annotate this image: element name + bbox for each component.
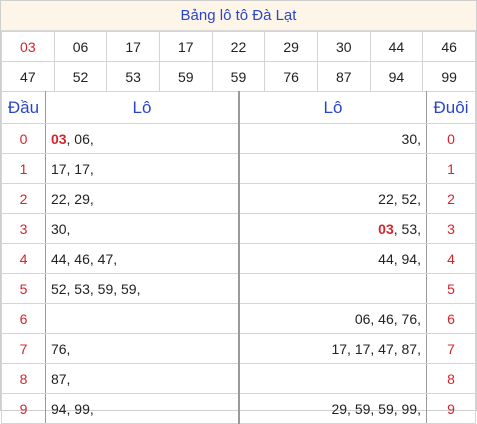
lo-text: 22, 52, [378,190,421,207]
lo-text: 30, [50,220,71,237]
grid-header-row: Đầu Lô Lô Đuôi [1,91,476,124]
lo-text: 52, 53, 59, 59, [50,280,141,297]
number-cell: 22 [211,31,266,62]
header-dau: Đầu [1,91,46,124]
dau-cell: 5 [1,273,46,304]
number-cell: 30 [316,31,371,62]
dau-cell: 4 [1,243,46,274]
lo-text: 44, 46, 47, [50,250,118,267]
numbers-row-2: 47 52 53 59 59 76 87 94 99 [1,61,476,92]
loto-grid-table: Đầu Lô Lô Đuôi 0 03, 06, 30, 0 1 17, 17, 1 2 22,… [1,91,476,424]
table-row: 7 76, 17, 17, 47, 87, 7 [1,333,476,364]
highlight-number: 03 [50,130,67,147]
number-cell: 29 [264,31,318,62]
number-cell: 17 [158,31,213,62]
table-row: 1 17, 17, 1 [1,153,476,184]
table-row: 8 87, 8 [1,363,476,394]
dau-cell: 6 [1,303,46,334]
lo-right-cell: 17, 17, 47, 87, [238,333,427,364]
lo-text: 44, 94, [378,250,421,267]
table-row: 6 06, 46, 76, 6 [1,303,476,334]
table-row: 9 94, 99, 29, 59, 59, 99, 9 [1,393,476,424]
table-row: 0 03, 06, 30, 0 [1,123,476,154]
lo-left-cell: 52, 53, 59, 59, [44,273,240,304]
lo-text: 29, 59, 59, 99, [331,400,421,417]
number-cell: 59 [211,61,266,92]
highlight-number: 03 [378,220,394,237]
number-cell: 87 [316,61,371,92]
lo-text: 30, [401,130,421,147]
lo-left-cell: 94, 99, [44,393,240,424]
dau-cell: 2 [1,183,46,214]
header-lo-right: Lô [238,91,427,124]
lo-text: 17, 17, [50,160,94,177]
number-cell: 94 [369,61,424,92]
number-cell: 06 [53,31,108,62]
numbers-row-1: 03 06 17 17 22 29 30 44 46 [1,31,476,62]
lo-left-cell: 44, 46, 47, [44,243,240,274]
header-duoi: Đuôi [426,91,476,124]
number-cell: 76 [264,61,318,92]
number-cell: 44 [369,31,424,62]
lo-left-cell: 03, 06, [44,123,240,154]
lo-right-cell: 29, 59, 59, 99, [238,393,427,424]
duoi-cell: 4 [426,243,476,274]
lo-left-cell: 87, [44,363,240,394]
duoi-cell: 1 [426,153,476,184]
board-title: Bảng lô tô Đà Lạt [1,1,476,31]
duoi-cell: 2 [426,183,476,214]
duoi-cell: 0 [426,123,476,154]
lo-right-cell: 22, 52, [238,183,427,214]
lo-text: , 53, [393,220,421,237]
dau-cell: 9 [1,393,46,424]
lo-left-cell: 76, [44,333,240,364]
lo-right-cell: 03, 53, [238,213,427,244]
lo-right-cell [238,153,427,184]
table-row: 2 22, 29, 22, 52, 2 [1,183,476,214]
grid-body: 0 03, 06, 30, 0 1 17, 17, 1 2 22, 29, 22, 52, 2 3 30… [1,123,476,424]
number-cell: 52 [53,61,108,92]
lo-right-cell [238,273,427,304]
lo-text: 76, [50,340,71,357]
dau-cell: 7 [1,333,46,364]
dau-cell: 8 [1,363,46,394]
duoi-cell: 8 [426,363,476,394]
lo-text: 22, 29, [50,190,94,207]
header-lo-left: Lô [44,91,240,124]
dau-cell: 3 [1,213,46,244]
lo-right-cell: 06, 46, 76, [238,303,427,334]
number-cell: 03 [1,31,55,62]
lo-right-cell: 44, 94, [238,243,427,274]
lo-text: , 06, [66,130,94,147]
results-numbers-table: 03 06 17 17 22 29 30 44 46 47 52 53 59 59 76 87 94 99 [1,31,476,92]
duoi-cell: 7 [426,333,476,364]
dau-cell: 1 [1,153,46,184]
lo-left-cell: 22, 29, [44,183,240,214]
number-cell: 99 [422,61,476,92]
lo-right-cell: 30, [238,123,427,154]
lo-text: 94, 99, [50,400,94,417]
number-cell: 53 [106,61,160,92]
lo-left-cell: 17, 17, [44,153,240,184]
lo-text: 06, 46, 76, [354,310,421,327]
table-row: 5 52, 53, 59, 59, 5 [1,273,476,304]
duoi-cell: 3 [426,213,476,244]
lo-left-cell [44,303,240,334]
number-cell: 59 [158,61,213,92]
duoi-cell: 9 [426,393,476,424]
number-cell: 46 [422,31,476,62]
number-cell: 47 [1,61,55,92]
lo-right-cell [238,363,427,394]
lo-text: 17, 17, 47, 87, [331,340,421,357]
lo-text: 87, [50,370,71,387]
number-cell: 17 [106,31,160,62]
table-row: 4 44, 46, 47, 44, 94, 4 [1,243,476,274]
lo-left-cell: 30, [44,213,240,244]
duoi-cell: 6 [426,303,476,334]
duoi-cell: 5 [426,273,476,304]
dau-cell: 0 [1,123,46,154]
table-row: 3 30, 03, 53, 3 [1,213,476,244]
